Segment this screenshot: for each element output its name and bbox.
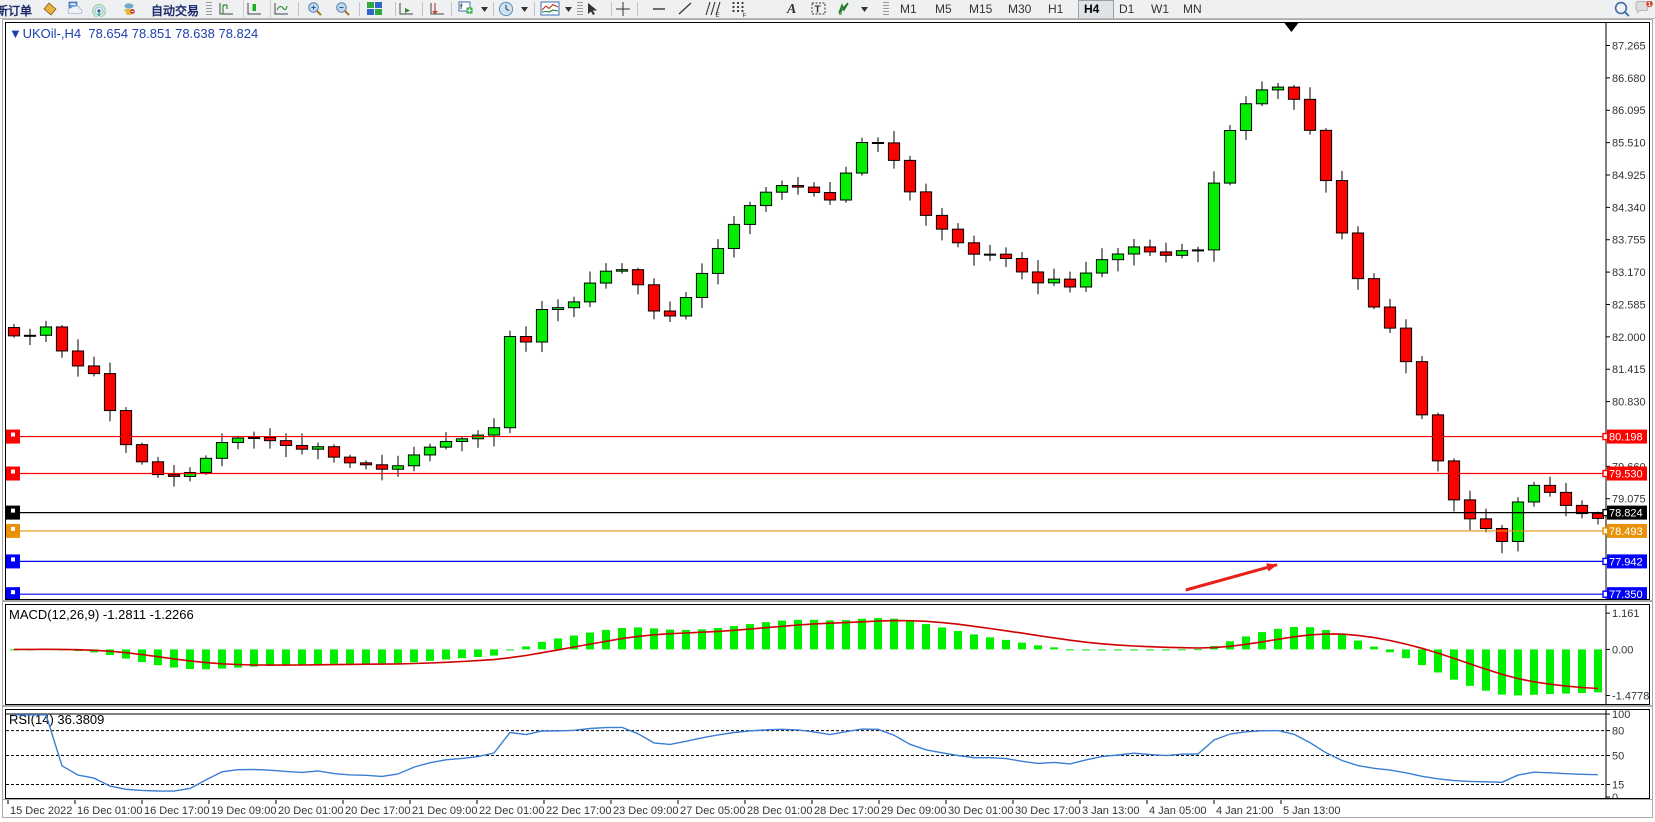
svg-text:27 Dec 05:00: 27 Dec 05:00: [680, 805, 745, 817]
svg-text:0.00: 0.00: [1612, 644, 1633, 656]
svg-text:78.493: 78.493: [1609, 526, 1643, 538]
svg-text:30 Dec 01:00: 30 Dec 01:00: [948, 805, 1013, 817]
svg-text:E: E: [716, 13, 720, 17]
svg-text:77.350: 77.350: [1609, 589, 1643, 599]
svg-text:T: T: [815, 5, 821, 16]
svg-text:16 Dec 17:00: 16 Dec 17:00: [144, 805, 209, 817]
svg-text:15: 15: [1612, 780, 1624, 792]
svg-text:83.170: 83.170: [1612, 267, 1646, 279]
svg-text:80.198: 80.198: [1609, 432, 1643, 444]
svg-text:23 Dec 09:00: 23 Dec 09:00: [613, 805, 678, 817]
svg-text:4 Jan 05:00: 4 Jan 05:00: [1149, 805, 1207, 817]
svg-text:30 Dec 17:00: 30 Dec 17:00: [1015, 805, 1080, 817]
svg-text:84.340: 84.340: [1612, 202, 1646, 214]
svg-text:15 Dec 2022: 15 Dec 2022: [10, 805, 72, 817]
svg-text:80: 80: [1612, 726, 1624, 738]
svg-text:0: 0: [1612, 792, 1618, 798]
svg-text:28 Dec 01:00: 28 Dec 01:00: [747, 805, 812, 817]
svg-text:85.510: 85.510: [1612, 138, 1646, 150]
svg-text:16 Dec 01:00: 16 Dec 01:00: [77, 805, 142, 817]
svg-text:20 Dec 01:00: 20 Dec 01:00: [278, 805, 343, 817]
svg-text:83.755: 83.755: [1612, 235, 1646, 247]
svg-text:82.585: 82.585: [1612, 299, 1646, 311]
svg-text:20 Dec 17:00: 20 Dec 17:00: [345, 805, 410, 817]
svg-text:22 Dec 17:00: 22 Dec 17:00: [546, 805, 611, 817]
svg-text:77.942: 77.942: [1609, 556, 1643, 568]
svg-text:4 Jan 21:00: 4 Jan 21:00: [1216, 805, 1274, 817]
svg-text:3 Jan 13:00: 3 Jan 13:00: [1082, 805, 1140, 817]
svg-text:81.415: 81.415: [1612, 364, 1646, 376]
svg-text:50: 50: [1612, 751, 1624, 763]
svg-text:87.265: 87.265: [1612, 41, 1646, 53]
svg-text:5 Jan 13:00: 5 Jan 13:00: [1283, 805, 1341, 817]
svg-text:28 Dec 17:00: 28 Dec 17:00: [814, 805, 879, 817]
svg-text:1.161: 1.161: [1612, 608, 1640, 620]
svg-text:21 Dec 09:00: 21 Dec 09:00: [412, 805, 477, 817]
svg-text:-1.4778: -1.4778: [1612, 691, 1649, 703]
svg-text:F: F: [743, 14, 747, 18]
svg-text:29 Dec 09:00: 29 Dec 09:00: [881, 805, 946, 817]
svg-text:84.925: 84.925: [1612, 170, 1646, 182]
svg-text:86.680: 86.680: [1612, 73, 1646, 85]
svg-text:79.530: 79.530: [1609, 469, 1643, 481]
svg-text:19 Dec 09:00: 19 Dec 09:00: [211, 805, 276, 817]
svg-text:80.830: 80.830: [1612, 397, 1646, 409]
svg-text:79.075: 79.075: [1612, 494, 1646, 506]
svg-text:22 Dec 01:00: 22 Dec 01:00: [479, 805, 544, 817]
svg-text:100: 100: [1612, 710, 1630, 721]
svg-text:78.824: 78.824: [1609, 508, 1643, 520]
svg-text:82.000: 82.000: [1612, 332, 1646, 344]
svg-text:86.095: 86.095: [1612, 105, 1646, 117]
